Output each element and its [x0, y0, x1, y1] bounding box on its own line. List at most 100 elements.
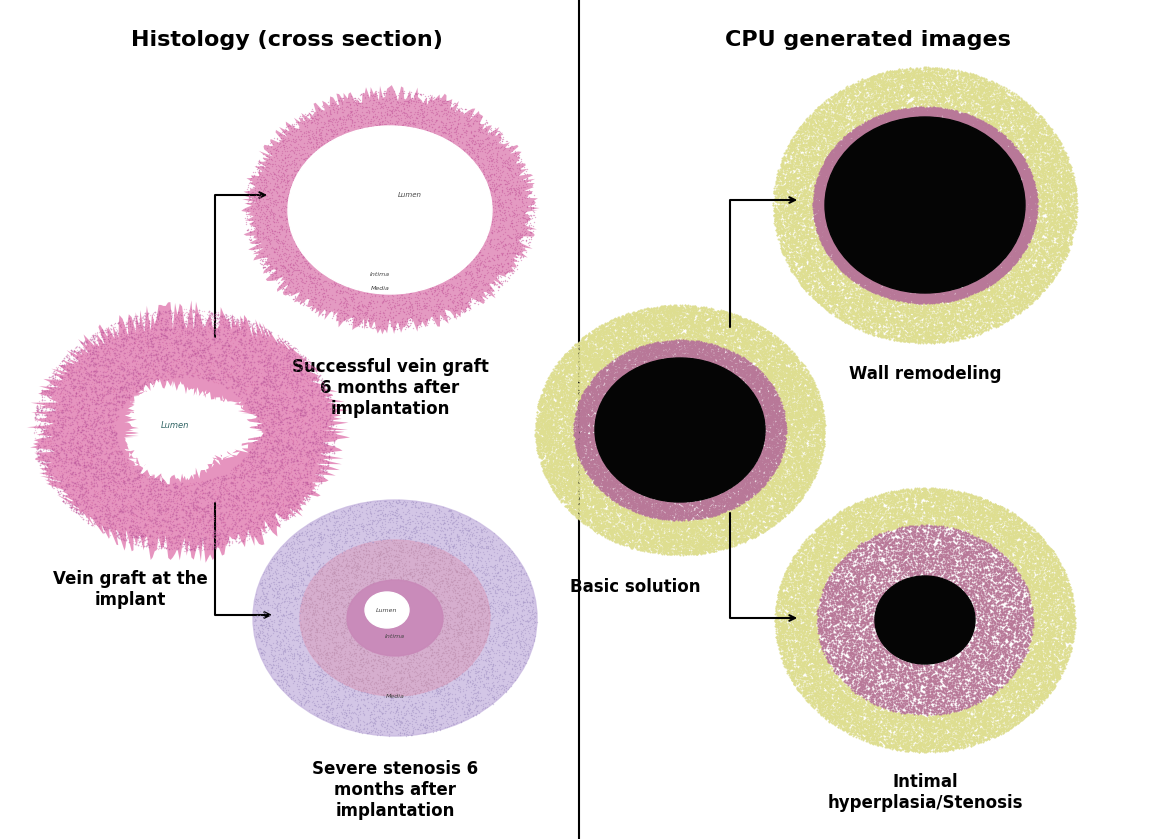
- Point: [286, 378, 305, 391]
- Point: [1017, 599, 1035, 612]
- Point: [1055, 591, 1073, 604]
- Point: [428, 643, 447, 656]
- Point: [761, 391, 779, 404]
- Point: [990, 509, 1009, 523]
- Point: [970, 708, 989, 722]
- Point: [805, 433, 823, 446]
- Point: [274, 644, 293, 657]
- Point: [701, 492, 719, 505]
- Point: [589, 480, 608, 493]
- Point: [771, 625, 790, 638]
- Point: [367, 692, 386, 706]
- Point: [540, 393, 558, 406]
- Point: [556, 454, 574, 467]
- Point: [285, 463, 303, 477]
- Point: [963, 556, 982, 570]
- Point: [801, 176, 820, 190]
- Point: [1025, 628, 1043, 642]
- Point: [565, 464, 584, 477]
- Point: [873, 537, 892, 550]
- Point: [692, 310, 711, 323]
- Point: [837, 636, 856, 649]
- Point: [858, 523, 877, 536]
- Point: [783, 407, 801, 420]
- Point: [855, 549, 873, 562]
- Point: [608, 492, 626, 506]
- Point: [937, 82, 955, 96]
- Point: [807, 216, 826, 230]
- Point: [954, 698, 973, 711]
- Point: [819, 278, 837, 291]
- Point: [980, 691, 998, 705]
- Point: [798, 246, 816, 259]
- Point: [996, 709, 1014, 722]
- Point: [987, 292, 1005, 305]
- Point: [921, 292, 939, 305]
- Point: [704, 321, 723, 335]
- Point: [1034, 264, 1053, 278]
- Point: [965, 555, 983, 568]
- Point: [1001, 134, 1019, 148]
- Point: [807, 263, 826, 276]
- Point: [471, 633, 490, 646]
- Point: [809, 123, 828, 137]
- Point: [680, 508, 698, 521]
- Point: [712, 321, 731, 335]
- Point: [985, 274, 1004, 288]
- Point: [694, 493, 712, 507]
- Point: [600, 323, 618, 336]
- Point: [741, 369, 760, 383]
- Point: [684, 324, 703, 337]
- Point: [1049, 628, 1068, 642]
- Point: [745, 366, 763, 379]
- Point: [492, 584, 511, 597]
- Point: [611, 334, 630, 347]
- Point: [801, 597, 820, 611]
- Point: [362, 572, 381, 586]
- Point: [449, 529, 468, 543]
- Point: [1032, 228, 1050, 242]
- Point: [790, 376, 808, 389]
- Point: [814, 159, 833, 173]
- Point: [676, 497, 695, 510]
- Point: [1055, 222, 1073, 236]
- Point: [109, 444, 127, 457]
- Point: [951, 80, 969, 93]
- Point: [1024, 256, 1042, 269]
- Point: [932, 487, 951, 500]
- Point: [1046, 180, 1064, 193]
- Point: [460, 557, 478, 571]
- Point: [1057, 590, 1076, 603]
- Point: [283, 669, 301, 682]
- Point: [111, 383, 130, 397]
- Point: [241, 399, 259, 412]
- Point: [921, 109, 939, 122]
- Point: [681, 508, 699, 522]
- Point: [864, 557, 882, 571]
- Point: [770, 402, 789, 415]
- Point: [661, 505, 680, 519]
- Point: [821, 143, 840, 156]
- Point: [748, 492, 767, 505]
- Point: [608, 313, 626, 326]
- Point: [1046, 201, 1064, 215]
- Point: [981, 314, 999, 327]
- Point: [1049, 248, 1068, 261]
- Point: [449, 681, 468, 695]
- Point: [1046, 623, 1064, 637]
- Point: [461, 625, 479, 638]
- Point: [834, 140, 852, 154]
- Point: [280, 392, 299, 405]
- Point: [818, 269, 836, 283]
- Point: [798, 458, 816, 472]
- Point: [64, 373, 82, 387]
- Point: [787, 651, 806, 664]
- Point: [750, 508, 769, 521]
- Point: [939, 485, 958, 498]
- Point: [862, 503, 880, 517]
- Point: [911, 702, 930, 716]
- Point: [816, 532, 835, 545]
- Point: [872, 67, 891, 81]
- Point: [293, 368, 312, 382]
- Point: [365, 701, 383, 714]
